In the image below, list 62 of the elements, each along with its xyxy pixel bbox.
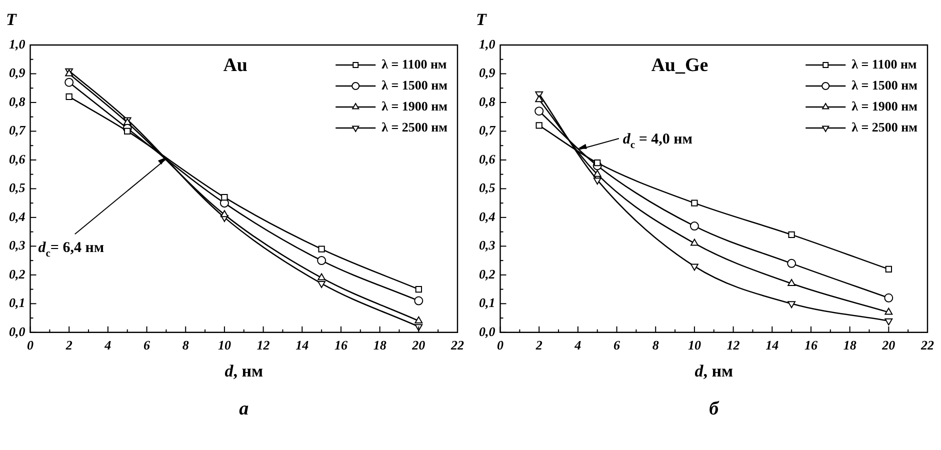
y-tick-label: 0,3: [479, 238, 496, 253]
y-tick-label: 0,2: [479, 266, 496, 282]
x-tick-label: 22: [920, 338, 934, 353]
x-tick-label: 18: [373, 338, 387, 353]
text: б: [709, 398, 720, 420]
text: Au_Ge: [651, 55, 708, 76]
y-tick-label: 0,1: [9, 295, 26, 310]
x-tick-label: 12: [256, 338, 270, 353]
x-tick-label: 20: [411, 338, 426, 353]
x-tick-label: 2: [64, 338, 73, 353]
legend-label: λ = 1500 нм: [852, 77, 918, 92]
y-tick-label: 0,2: [9, 266, 26, 282]
text: а: [239, 398, 250, 420]
legend-label: λ = 2500 нм: [852, 119, 918, 134]
y-tick-label: 0,6: [479, 151, 496, 166]
y-tick-label: 0,0: [479, 324, 496, 339]
x-tick-label: 4: [574, 338, 582, 353]
x-tick-label: 2: [534, 338, 543, 353]
x-tick-label: 6: [144, 338, 151, 353]
x-tick-label: 14: [766, 338, 780, 353]
y-tick-label: 0,7: [9, 122, 26, 138]
x-tick-label: 12: [726, 338, 740, 353]
x-tick-label: 14: [296, 338, 310, 353]
x-tick-label: 10: [688, 338, 702, 353]
x-tick-label: 8: [652, 338, 660, 353]
y-tick-label: 0,9: [9, 65, 26, 80]
x-tick-label: 20: [881, 338, 896, 353]
y-tick-label: 0,4: [9, 208, 26, 224]
legend-label: λ = 1100 нм: [852, 56, 917, 72]
y-tick-label: 1,0: [9, 36, 26, 52]
x-tick-label: 0: [497, 338, 504, 353]
y-axis-title: T: [476, 10, 487, 29]
x-tick-label: 4: [104, 338, 112, 353]
y-tick-label: 0,8: [479, 94, 496, 109]
x-tick-label: 22: [450, 338, 464, 353]
y-tick-label: 0,5: [479, 180, 496, 196]
y-tick-label: 0,8: [9, 94, 26, 109]
y-tick-label: 0,1: [479, 295, 496, 310]
y-tick-label: 0,9: [479, 65, 496, 80]
y-tick-label: 0,0: [9, 324, 26, 339]
x-axis-title: d, нм: [694, 361, 734, 380]
y-tick-label: 0,7: [479, 122, 496, 138]
legend-label: λ = 2500 нм: [382, 119, 448, 134]
x-axis-title: d, нм: [224, 361, 264, 380]
y-tick-label: 0,5: [9, 180, 26, 196]
x-tick-label: 6: [614, 338, 621, 353]
x-tick-label: 16: [334, 338, 348, 353]
y-tick-label: 1,0: [479, 36, 496, 52]
x-tick-label: 18: [843, 338, 857, 353]
legend-label: λ = 1900 нм: [852, 98, 918, 114]
x-tick-label: 16: [804, 338, 818, 353]
legend-label: λ = 1900 нм: [382, 98, 448, 114]
x-tick-label: 8: [182, 338, 190, 353]
text: Au: [223, 55, 248, 76]
legend-label: λ = 1500 нм: [382, 77, 448, 92]
x-tick-label: 0: [27, 338, 34, 353]
legend-label: λ = 1100 нм: [382, 56, 447, 72]
y-tick-label: 0,6: [9, 151, 26, 166]
x-tick-label: 10: [218, 338, 232, 353]
y-axis-title: T: [6, 10, 17, 29]
y-tick-label: 0,3: [9, 238, 26, 253]
y-tick-label: 0,4: [479, 208, 496, 224]
